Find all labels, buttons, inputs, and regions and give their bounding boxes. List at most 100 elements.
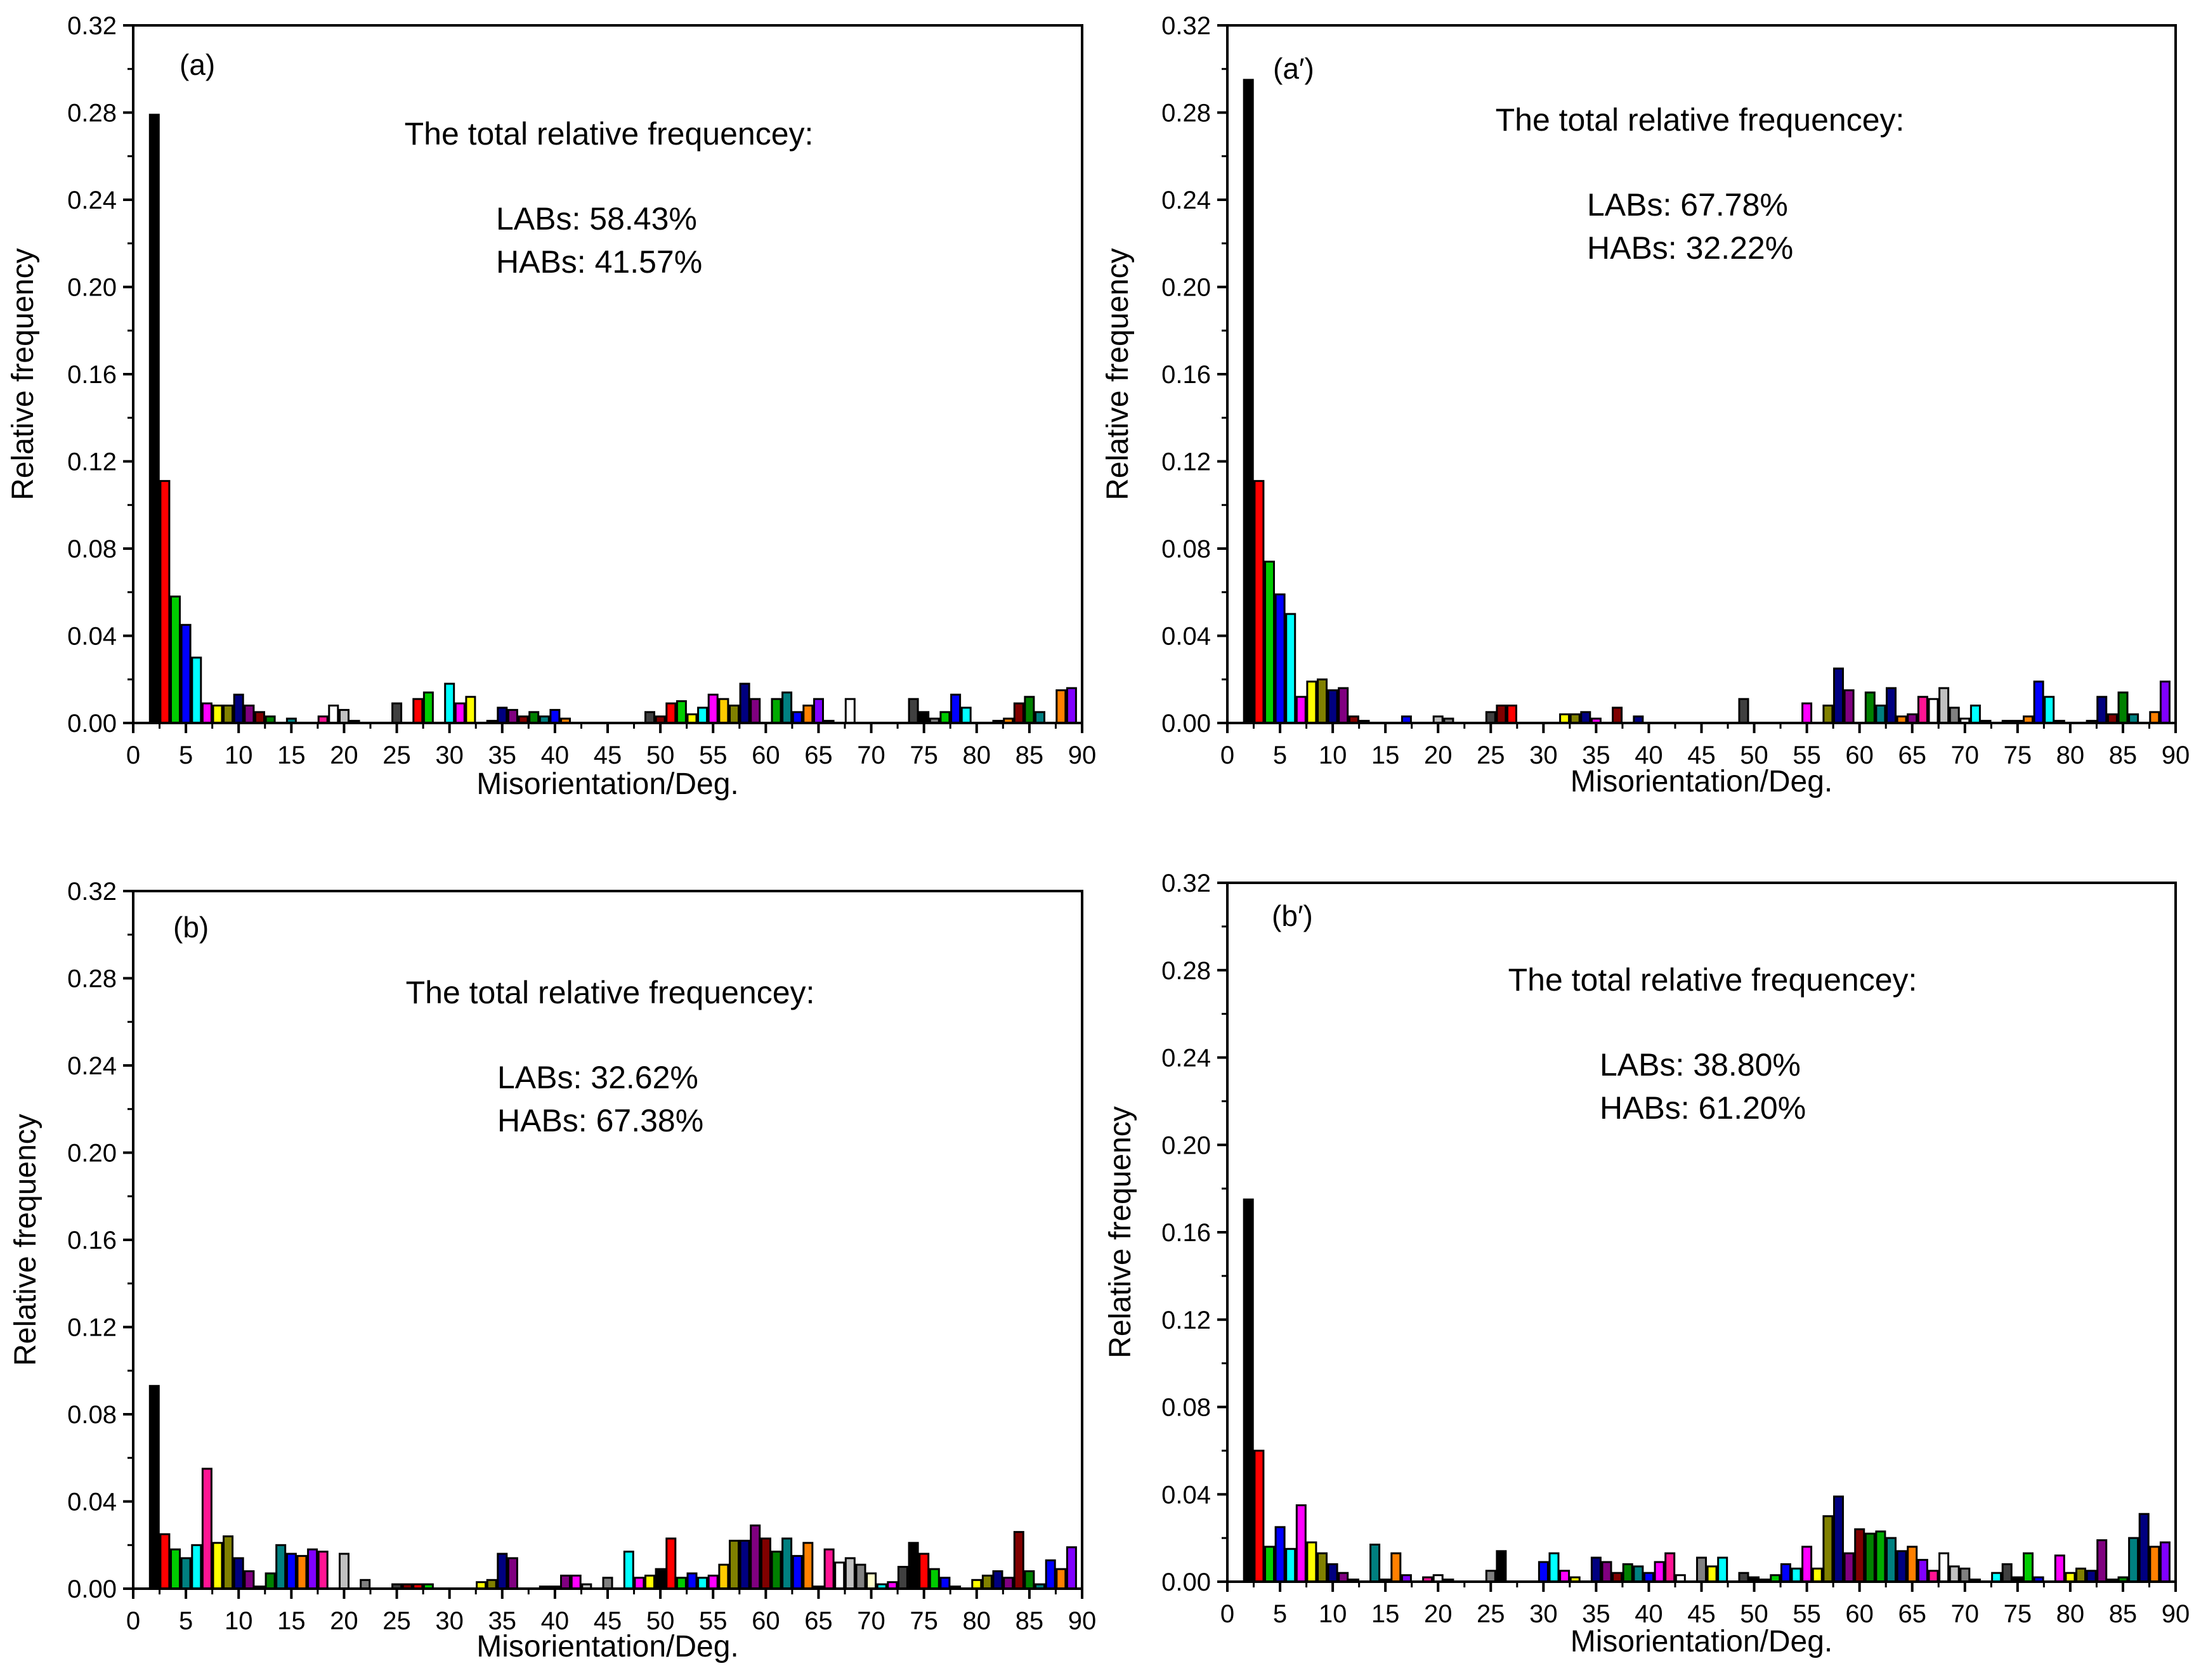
x-tick-label: 25 [1477,741,1505,769]
bar [813,698,824,724]
labs-percentage: LABs: 67.78% [1587,187,1788,223]
bar [707,1574,719,1590]
bar [1066,1546,1077,1590]
x-tick-label: 10 [1319,741,1347,769]
x-tick-label: 65 [804,1607,833,1635]
bar [1717,1556,1728,1583]
x-axis-title: Misorientation/Deg. [476,767,739,801]
bar [644,711,655,724]
bar [1327,1563,1338,1583]
labs-percentage: LABs: 58.43% [496,201,697,237]
bar [918,711,930,724]
x-tick-label: 15 [277,1607,306,1635]
bar [750,1524,761,1590]
bar [1833,667,1844,724]
bar [802,1542,814,1590]
x-tick-label: 30 [1529,1600,1558,1628]
bar [981,1574,993,1590]
panel-a: 0 5 10 15 20 25 30 35 40 45 50 55 60 65 70 75 80 85 90 0.00… [6,12,1096,801]
bar [1024,1570,1035,1590]
bar [191,656,202,724]
x-tick-label: 45 [594,741,622,769]
y-tick-label: 0.08 [67,1401,117,1429]
bar [623,1551,634,1590]
bar [570,1574,582,1590]
bar [1917,696,1928,724]
bar [285,1553,297,1590]
x-tick-label: 65 [1898,1600,1926,1628]
y-tick-label: 0.16 [1161,1219,1211,1247]
x-tick-label: 45 [1687,741,1716,769]
x-tick-label: 80 [963,741,991,769]
y-tick-label: 0.16 [67,361,117,389]
bar [2023,1552,2034,1583]
x-tick-label: 85 [1016,1607,1044,1635]
bar [422,691,434,724]
bar [665,702,677,724]
bar [750,698,761,724]
bar [444,682,455,724]
x-tick-label: 25 [1477,1600,1505,1628]
y-tick-label: 0.20 [67,1140,117,1168]
bar [2159,680,2171,724]
bar [1274,593,1286,724]
bar [1338,1572,1349,1583]
bar [1003,1577,1014,1590]
bar [2044,696,2055,724]
bar [1843,1552,1855,1583]
y-axis-title: Relative frequency [6,248,40,500]
bar [1066,687,1077,724]
bar [1055,1568,1067,1590]
bar [1274,1526,1286,1583]
y-axis-title: Relative frequency [1101,248,1135,500]
bar [1306,1541,1317,1583]
bar [781,691,793,724]
bar [950,693,962,724]
bar [170,596,181,724]
bar [2033,680,2044,724]
x-tick-label: 20 [330,1607,358,1635]
bar [1959,1567,1971,1583]
x-tick-label: 30 [435,741,464,769]
bar [665,1537,677,1590]
bar [1548,1552,1560,1583]
bar [201,702,212,724]
bar [1801,702,1813,724]
bar [1991,1572,2002,1583]
x-tick-label: 60 [752,741,780,769]
x-tick-label: 5 [1273,741,1287,769]
bar [339,1553,349,1590]
bar [1317,678,1328,724]
x-tick-label: 70 [1951,1600,1980,1628]
bar [1738,1572,1749,1583]
x-tick-label: 70 [1951,741,1980,769]
bar [707,693,719,724]
y-tick-label: 0.00 [1161,1568,1211,1596]
x-tick-label: 45 [1687,1600,1716,1628]
bar [771,698,782,724]
x-tick-label: 80 [2056,741,2085,769]
bar [1485,1570,1496,1583]
bar [1864,691,1876,724]
bar [148,114,160,724]
bar [1295,696,1307,724]
bar [644,1574,655,1590]
bar [1390,1552,1402,1583]
x-tick-label: 80 [963,1607,991,1635]
x-tick-label: 90 [1068,741,1097,769]
bar [1949,707,1960,724]
x-tick-label: 85 [2109,1600,2138,1628]
x-tick-label: 60 [752,1607,780,1635]
bar [729,705,740,724]
y-tick-label: 0.08 [1161,535,1211,563]
y-tick-label: 0.00 [67,710,117,738]
bar [201,1468,212,1590]
bar [2096,696,2108,724]
annotation-title: The total relative frequencey: [405,116,814,152]
y-tick-label: 0.12 [1161,448,1211,476]
bar [159,479,171,724]
x-tick-label: 20 [1424,1600,1453,1628]
habs-percentage: HABs: 41.57% [496,244,702,280]
bar [465,696,476,724]
bar [1612,707,1623,724]
